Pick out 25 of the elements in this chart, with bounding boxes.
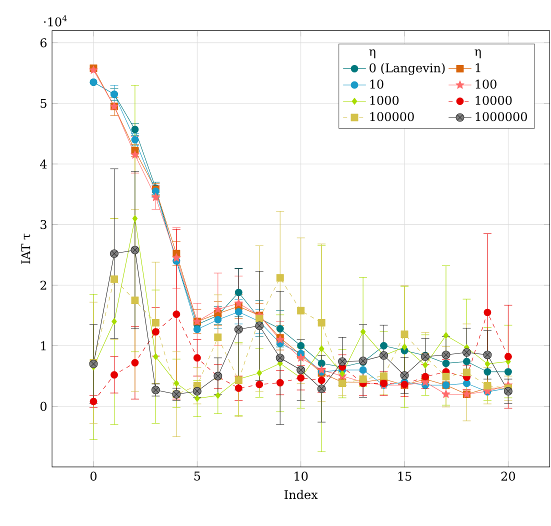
y-tick-label: 3: [40, 220, 46, 230]
legend-label: 1000000: [476, 112, 527, 122]
legend-label: 1: [476, 63, 480, 72]
text: η: [474, 50, 481, 58]
y-axis-title: IAT τ: [21, 234, 30, 264]
legend-label: 100: [476, 80, 496, 89]
x-tick-label: 20: [501, 472, 516, 481]
y-tick-label: 2: [40, 280, 46, 290]
legend-label: 100000: [370, 112, 414, 122]
text: ·10$^{4}$: [44, 15, 67, 27]
legend-label: 0 (Langevin): [370, 63, 445, 76]
legend-label: 10000: [476, 96, 512, 106]
y-tick-label: 0: [40, 402, 47, 412]
legend-label: 1000: [370, 96, 399, 106]
y-tick-label: 5: [40, 99, 46, 108]
x-tick-label: 5: [194, 472, 200, 481]
legend-title: η: [369, 50, 376, 58]
y-tick-label: 1: [41, 341, 46, 350]
y-tick-label: 6: [40, 38, 47, 48]
x-tick-label: 10: [294, 472, 308, 481]
x-tick-label: 15: [398, 472, 412, 481]
x-axis-title: Index: [284, 490, 318, 500]
legend-label: 10: [370, 80, 384, 89]
y-tick-label: 4: [40, 160, 47, 169]
x-tick-label: 0: [90, 472, 97, 481]
